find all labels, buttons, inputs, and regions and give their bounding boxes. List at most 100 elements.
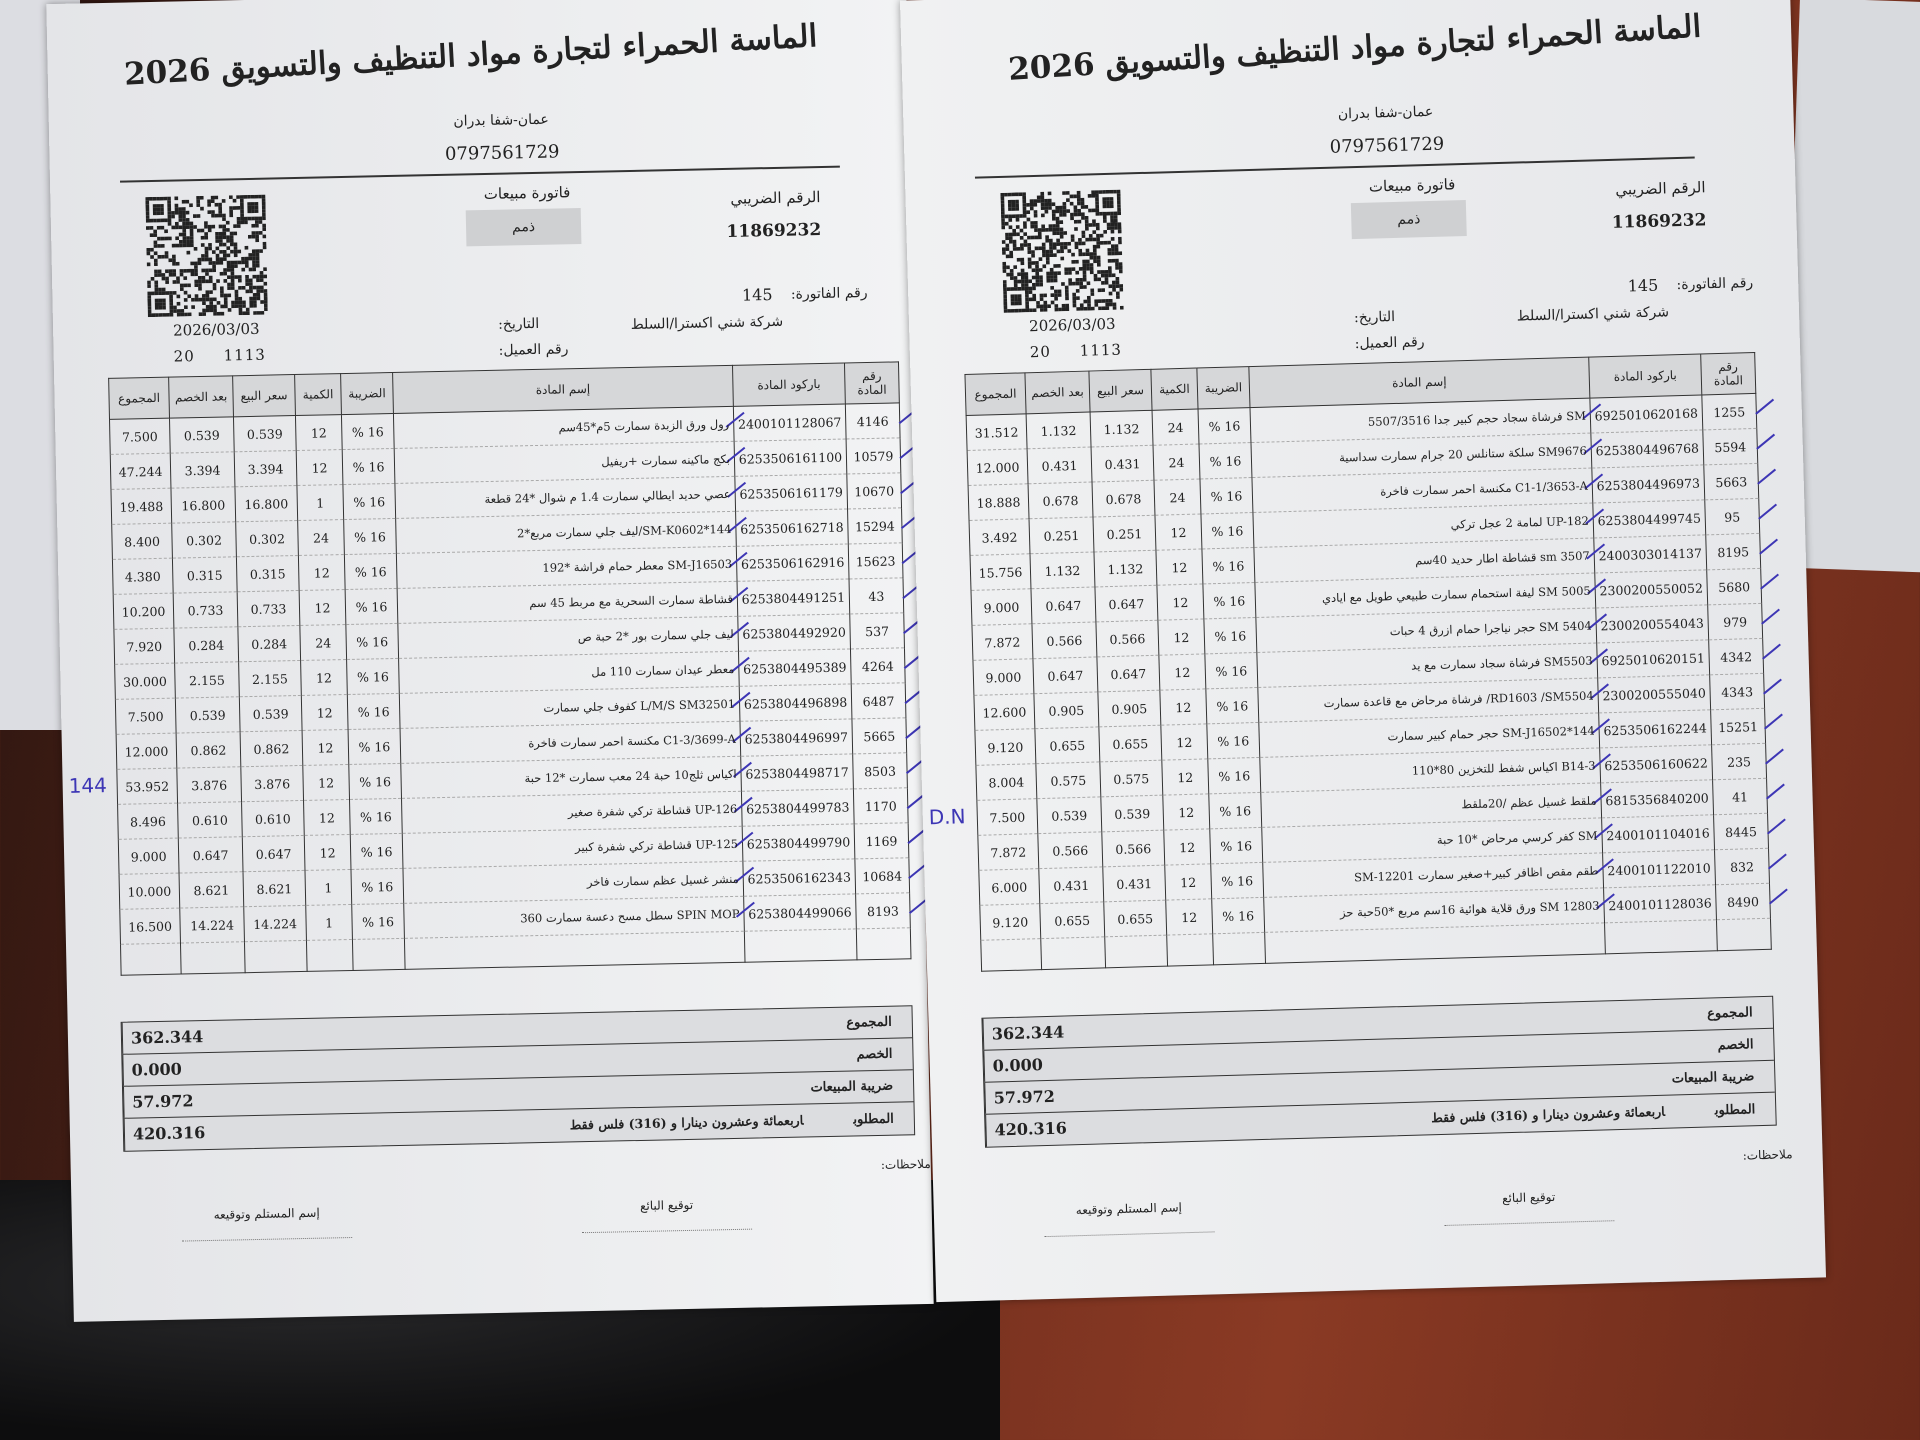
item-price: 16.800 (234, 485, 298, 522)
payment-type-box: ذمم (465, 208, 582, 247)
cell-text: 16 % (352, 458, 385, 475)
column-header: باركود المادة (1588, 353, 1702, 399)
tax-number-label: الرقم الضريبي (730, 187, 821, 208)
cell-text: 979 (1723, 613, 1748, 630)
item-barcode: 6253506162343 (735, 858, 856, 897)
item-quantity: 12 (1160, 723, 1208, 761)
cell-text: 2300200555040 (1602, 684, 1707, 703)
totals-value: 420.316 (123, 1116, 244, 1151)
item-net-price: 0.566 (1037, 831, 1103, 869)
totals-label-text: ضريبة المبيعات (810, 1078, 894, 1096)
item-barcode: 6253804499790 (734, 823, 855, 862)
cell-text: 12 (318, 774, 335, 791)
date-label: التاريخ: (497, 315, 540, 333)
item-tax: 16 % (1205, 687, 1259, 724)
item-total: 9.000 (972, 658, 1034, 696)
cell-text: 16 % (1218, 767, 1251, 784)
item-net-price: 0.251 (1029, 516, 1094, 554)
cell-text: 16 % (1216, 697, 1249, 714)
item-net-price: 0.647 (1032, 656, 1098, 694)
column-header: الكمية (1150, 368, 1199, 411)
item-price: 3.876 (240, 765, 304, 802)
cell-text: 1169 (865, 833, 898, 849)
cell-text: 12.600 (982, 703, 1027, 721)
empty-cell (1104, 935, 1168, 968)
item-barcode: 2300200550052 (1587, 569, 1708, 608)
item-net-price: 0.566 (1031, 621, 1097, 659)
item-number: 6487 (851, 682, 924, 719)
item-barcode: 6253804496768 (1583, 429, 1704, 469)
cell-text: 16 % (1208, 417, 1241, 434)
item-number: 8193 (855, 892, 928, 929)
checkmark-icon (1765, 783, 1785, 800)
item-barcode: 2400101128036 (1595, 884, 1717, 923)
item-total: 7.920 (113, 628, 175, 665)
item-barcode: 6253804499066 (735, 893, 857, 932)
totals-value: 420.316 (985, 1111, 1105, 1147)
cell-text: 16 % (353, 528, 387, 545)
item-price: 0.575 (1099, 760, 1163, 797)
column-header: بعد الخصم (1024, 371, 1091, 414)
checkmark-icon (1757, 468, 1777, 485)
signature-line (582, 1228, 753, 1234)
column-header: الضريبة (340, 372, 394, 415)
item-tax: 16 % (1210, 862, 1264, 899)
cell-text: 16 % (359, 773, 392, 790)
cell-text: 16 % (1219, 802, 1252, 819)
item-net-price: 0.315 (172, 556, 238, 594)
item-price: 0.862 (240, 730, 303, 767)
company-address: عمان-شفا بدران (453, 111, 549, 130)
header-divider (974, 156, 1695, 179)
item-price: 0.733 (237, 590, 300, 627)
cell-text: 16 % (1220, 837, 1253, 854)
invoice-number-label: رقم الفاتورة: (1676, 274, 1754, 294)
handwritten-note: 144 (68, 773, 108, 798)
cell-text: 12.000 (124, 743, 169, 760)
item-price: 0.647 (1096, 655, 1160, 692)
item-tax: 16 % (1201, 547, 1255, 584)
empty-cell (120, 943, 182, 976)
cell-text: منشر غسيل عظم سمارت فاخر (586, 871, 739, 889)
item-price: 1.132 (1093, 550, 1157, 587)
item-number: 15294 (847, 507, 920, 544)
item-barcode: 6253506162244 (1591, 709, 1712, 748)
item-number: 1170 (853, 787, 926, 824)
item-number: 4342 (1708, 638, 1781, 675)
item-quantity: 12 (300, 659, 348, 696)
item-tax: 16 % (347, 693, 401, 730)
cell-text: 0.302 (185, 532, 223, 548)
cell-text: SM 5005 ليفة استحمام سمارت طبيعي طويل مع… (1321, 583, 1591, 605)
checkmark-icon (1765, 748, 1784, 765)
company-address: عمان-شفا بدران (1337, 103, 1434, 123)
cell-text: 8.004 (988, 774, 1025, 791)
cell-text: 6815356840200 (1605, 789, 1709, 808)
cell-text: 0.647 (1108, 595, 1145, 612)
item-total: 31.512 (966, 413, 1028, 451)
cell-text: 30.000 (122, 673, 168, 690)
item-quantity: 12 (303, 799, 351, 836)
cell-text: 15251 (1717, 718, 1759, 735)
signature-line (1444, 1220, 1615, 1226)
checkmark-icon (1768, 888, 1788, 905)
item-number: 832 (1714, 848, 1787, 885)
cell-text: 8.496 (129, 813, 166, 830)
cell-text: 24 (1168, 454, 1185, 470)
cell-text: 1 (316, 494, 325, 511)
totals-label-text: المطلوب (1714, 1102, 1756, 1119)
item-total: 8.004 (975, 763, 1037, 801)
cell-text: SM 12803 ورق قلاية هوائية 16سم مربع *50ح… (1339, 898, 1600, 920)
cell-text: 8.621 (256, 880, 293, 897)
cell-text: 9.000 (985, 669, 1022, 686)
column-header: رقم المادة (1700, 352, 1756, 395)
cell-text: 6253506162343 (747, 868, 852, 887)
item-quantity: 24 (1153, 444, 1200, 481)
item-tax: 16 % (346, 658, 400, 695)
cell-text: 7.500 (121, 428, 158, 445)
item-tax: 16 % (1203, 617, 1257, 654)
seller-signature: توقيع البائع (1443, 1188, 1615, 1226)
totals-label-text: المطلوب (853, 1111, 894, 1128)
cell-text: 12 (310, 424, 327, 441)
cell-text: 0.284 (251, 635, 288, 652)
cell-text: 16 % (360, 843, 393, 860)
item-price: 0.566 (1095, 620, 1159, 657)
